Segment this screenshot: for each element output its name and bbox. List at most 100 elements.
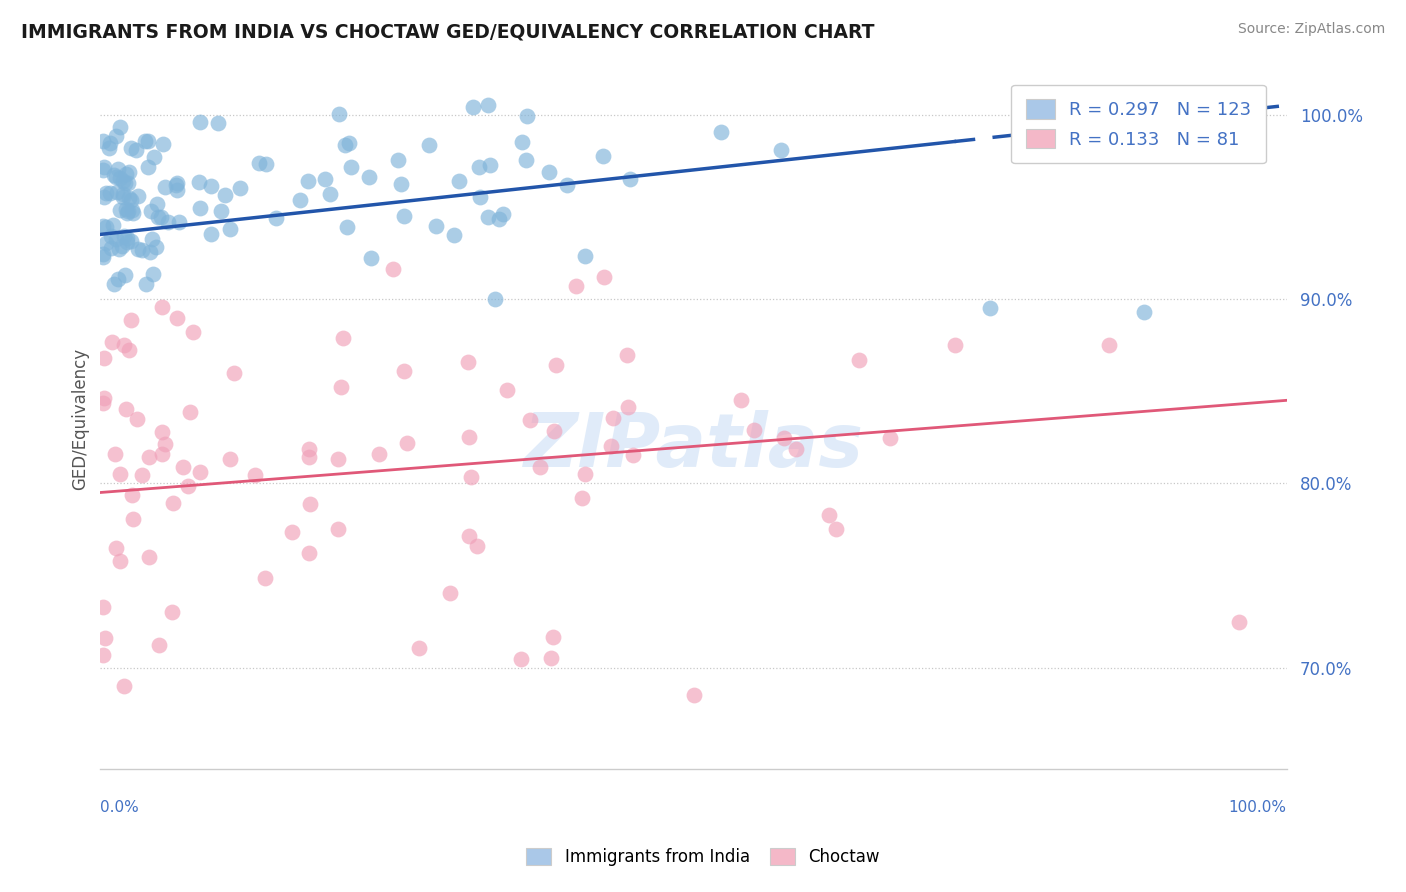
Point: [104, 129, 127, 144]
Point: [224, 366, 246, 380]
Y-axis label: GED/Equivalency: GED/Equivalency: [72, 348, 89, 490]
Point: [457, 355, 479, 369]
Point: [770, 143, 793, 157]
Point: [120, 234, 142, 248]
Point: [91, 599, 114, 614]
Point: [219, 451, 242, 466]
Point: [114, 268, 136, 283]
Point: [510, 652, 533, 666]
Point: [468, 161, 491, 175]
Point: [150, 425, 173, 440]
Point: [540, 651, 562, 665]
Point: [297, 450, 319, 465]
Point: [546, 358, 568, 372]
Point: [496, 383, 519, 397]
Point: [115, 235, 138, 250]
Point: [120, 193, 142, 207]
Point: [111, 239, 134, 253]
Point: [592, 269, 614, 284]
Point: [602, 410, 624, 425]
Point: [1098, 338, 1121, 352]
Point: [336, 220, 359, 235]
Point: [247, 156, 270, 170]
Point: [682, 688, 704, 702]
Point: [165, 178, 187, 192]
Point: [298, 546, 321, 560]
Point: [574, 467, 596, 481]
Point: [117, 176, 139, 190]
Point: [730, 393, 752, 408]
Point: [120, 141, 142, 155]
Point: [245, 467, 267, 482]
Point: [825, 522, 848, 536]
Point: [100, 241, 122, 255]
Point: [150, 210, 173, 224]
Point: [110, 202, 132, 217]
Point: [443, 227, 465, 242]
Point: [340, 160, 363, 174]
Point: [107, 162, 129, 177]
Point: [104, 447, 127, 461]
Point: [150, 447, 173, 461]
Point: [91, 396, 114, 410]
Point: [152, 136, 174, 151]
Point: [108, 242, 131, 256]
Point: [166, 183, 188, 197]
Point: [100, 334, 122, 349]
Point: [141, 231, 163, 245]
Point: [773, 431, 796, 445]
Point: [326, 451, 349, 466]
Point: [328, 107, 350, 121]
Point: [96, 236, 118, 251]
Point: [162, 605, 184, 619]
Point: [104, 541, 127, 555]
Point: [188, 465, 211, 479]
Point: [297, 174, 319, 188]
Point: [477, 211, 499, 225]
Point: [120, 313, 142, 327]
Point: [103, 168, 125, 182]
Point: [108, 554, 131, 568]
Point: [200, 227, 222, 242]
Text: 100.0%: 100.0%: [1229, 799, 1286, 814]
Point: [103, 277, 125, 291]
Point: [181, 325, 204, 339]
Point: [457, 430, 479, 444]
Point: [117, 343, 139, 357]
Point: [368, 447, 391, 461]
Point: [91, 250, 114, 264]
Text: 0.0%: 0.0%: [100, 799, 139, 814]
Point: [91, 134, 114, 148]
Point: [115, 205, 138, 219]
Point: [425, 219, 447, 234]
Point: [98, 136, 121, 150]
Point: [408, 640, 430, 655]
Point: [153, 437, 176, 451]
Point: [979, 301, 1001, 315]
Point: [470, 190, 492, 204]
Point: [488, 212, 510, 227]
Point: [357, 169, 380, 184]
Point: [574, 249, 596, 263]
Point: [389, 177, 412, 191]
Point: [148, 639, 170, 653]
Point: [104, 170, 127, 185]
Point: [207, 116, 229, 130]
Point: [97, 141, 120, 155]
Point: [138, 450, 160, 465]
Point: [136, 135, 159, 149]
Point: [1133, 305, 1156, 319]
Point: [93, 391, 115, 405]
Point: [93, 190, 115, 204]
Point: [177, 479, 200, 493]
Point: [121, 488, 143, 502]
Point: [100, 229, 122, 244]
Point: [138, 549, 160, 564]
Point: [465, 539, 488, 553]
Point: [139, 245, 162, 260]
Point: [153, 180, 176, 194]
Point: [117, 203, 139, 218]
Point: [167, 215, 190, 229]
Point: [742, 423, 765, 437]
Point: [541, 630, 564, 644]
